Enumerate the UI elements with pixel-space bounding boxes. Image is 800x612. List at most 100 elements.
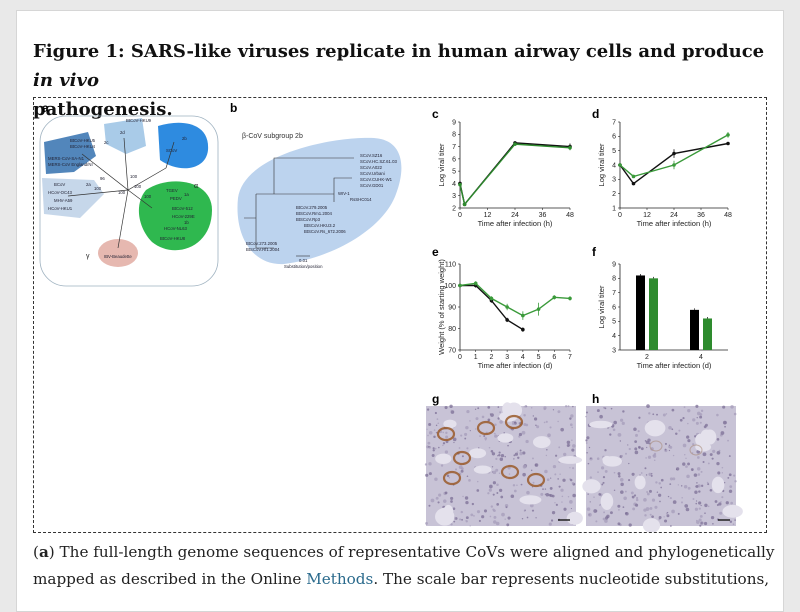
data-point	[473, 281, 478, 286]
tissue-speck	[700, 484, 704, 488]
tissue-speck	[525, 439, 529, 444]
tissue-speck	[587, 493, 589, 495]
tissue-speck	[484, 437, 488, 440]
bar	[703, 318, 712, 350]
tissue-speck	[428, 462, 432, 466]
stained-airway	[504, 414, 524, 430]
tissue-speck	[724, 425, 726, 428]
tissue-speck	[649, 507, 653, 510]
airspace	[634, 475, 646, 490]
tissue-speck	[628, 447, 631, 451]
tissue-speck	[669, 445, 673, 449]
tissue-speck	[660, 486, 663, 489]
tissue-speck	[442, 431, 444, 434]
node-2: 100	[144, 194, 152, 199]
tissue-speck	[540, 492, 544, 496]
tissue-speck	[727, 439, 729, 442]
tissue-speck	[488, 446, 491, 449]
tissue-speck	[428, 423, 432, 427]
tissue-speck	[694, 490, 698, 494]
tissue-speck	[465, 520, 468, 523]
data-point	[489, 296, 494, 301]
clade-2a: 2a	[86, 182, 91, 187]
tissue-speck	[721, 466, 724, 469]
tissue-speck	[675, 468, 678, 471]
tissue-speck	[491, 466, 494, 468]
tissue-speck	[542, 488, 544, 491]
taxon-b-0: SCoV.SZ16	[360, 153, 383, 158]
tissue-speck	[633, 427, 637, 431]
tissue-speck	[571, 448, 575, 452]
tissue-speck	[549, 487, 553, 490]
stained-airway	[442, 470, 462, 486]
tissue-speck	[656, 491, 659, 493]
y-tick-label: 1	[612, 205, 616, 212]
tissue-speck	[519, 449, 522, 452]
tissue-speck	[677, 484, 680, 486]
data-point	[726, 141, 730, 146]
tissue-speck	[622, 506, 625, 508]
tissue-speck	[468, 479, 471, 482]
tissue-speck	[729, 520, 733, 523]
tissue-speck	[604, 469, 608, 473]
y-tick-label: 3	[612, 347, 616, 354]
tissue-speck	[479, 435, 481, 437]
tissue-speck	[496, 492, 499, 494]
tissue-speck	[437, 422, 440, 425]
y-tick-label: 90	[448, 304, 456, 311]
tissue-speck	[722, 420, 727, 425]
tissue-speck	[438, 493, 442, 497]
tissue-speck	[700, 409, 704, 413]
airway	[649, 440, 663, 452]
tissue-speck	[587, 462, 590, 465]
tissue-speck	[545, 420, 548, 423]
tissue-speck	[572, 444, 576, 448]
tissue-speck	[699, 524, 702, 527]
tissue-speck	[449, 404, 453, 409]
bar	[690, 309, 699, 350]
tissue-speck	[700, 504, 702, 507]
panel-c-label: c	[432, 107, 439, 121]
tissue-speck	[613, 471, 616, 474]
chart-e: 70 80 90 100 110 0 1 2 3 4 5 6 7 Time after infection…	[437, 259, 572, 370]
tissue-speck	[523, 423, 527, 426]
taxon-a-b8: MHV-A59	[54, 198, 73, 203]
tissue-speck	[444, 491, 448, 495]
tissue-speck	[618, 474, 621, 478]
tissue-speck	[597, 471, 599, 474]
tissue-speck	[569, 478, 573, 482]
tissue-speck	[499, 411, 502, 414]
tissue-speck	[436, 418, 439, 420]
tissue-speck	[497, 455, 499, 457]
y-tick-label: 4	[612, 333, 616, 340]
y-tick-label: 3	[612, 177, 616, 184]
tissue-speck	[593, 509, 598, 513]
y-tick-label: 6	[452, 156, 456, 163]
data-point	[552, 295, 557, 300]
airspace	[642, 518, 661, 533]
tissue-speck	[699, 413, 703, 416]
x-tick-label: 24	[670, 212, 678, 219]
tissue-speck	[722, 405, 726, 409]
beta-label: β	[58, 125, 62, 132]
tissue-speck	[498, 453, 501, 457]
methods-link[interactable]: Methods	[306, 570, 374, 588]
tissue-speck	[481, 515, 485, 519]
tissue-speck	[610, 407, 613, 410]
y-tick-label: 8	[612, 276, 616, 283]
tissue-speck	[516, 484, 518, 486]
tissue-speck	[720, 501, 722, 503]
tissue-speck	[617, 432, 622, 437]
x-tick-label: 6	[552, 354, 556, 361]
tissue-speck	[462, 495, 464, 498]
tissue-speck	[671, 428, 674, 431]
tissue-speck	[526, 516, 529, 519]
tissue-speck	[434, 411, 437, 415]
tissue-speck	[692, 418, 696, 422]
tissue-speck	[548, 522, 552, 526]
panel-b-heading: β-CoV subgroup 2b	[242, 133, 303, 140]
figure-panel-frame[interactable]: a β α γ 2d 2c 2b 2a 1a 1b BtCoV-HKU9 BtC	[33, 97, 767, 533]
tissue-speck	[684, 454, 686, 456]
tissue-speck	[516, 451, 519, 453]
tissue-speck	[632, 507, 636, 511]
